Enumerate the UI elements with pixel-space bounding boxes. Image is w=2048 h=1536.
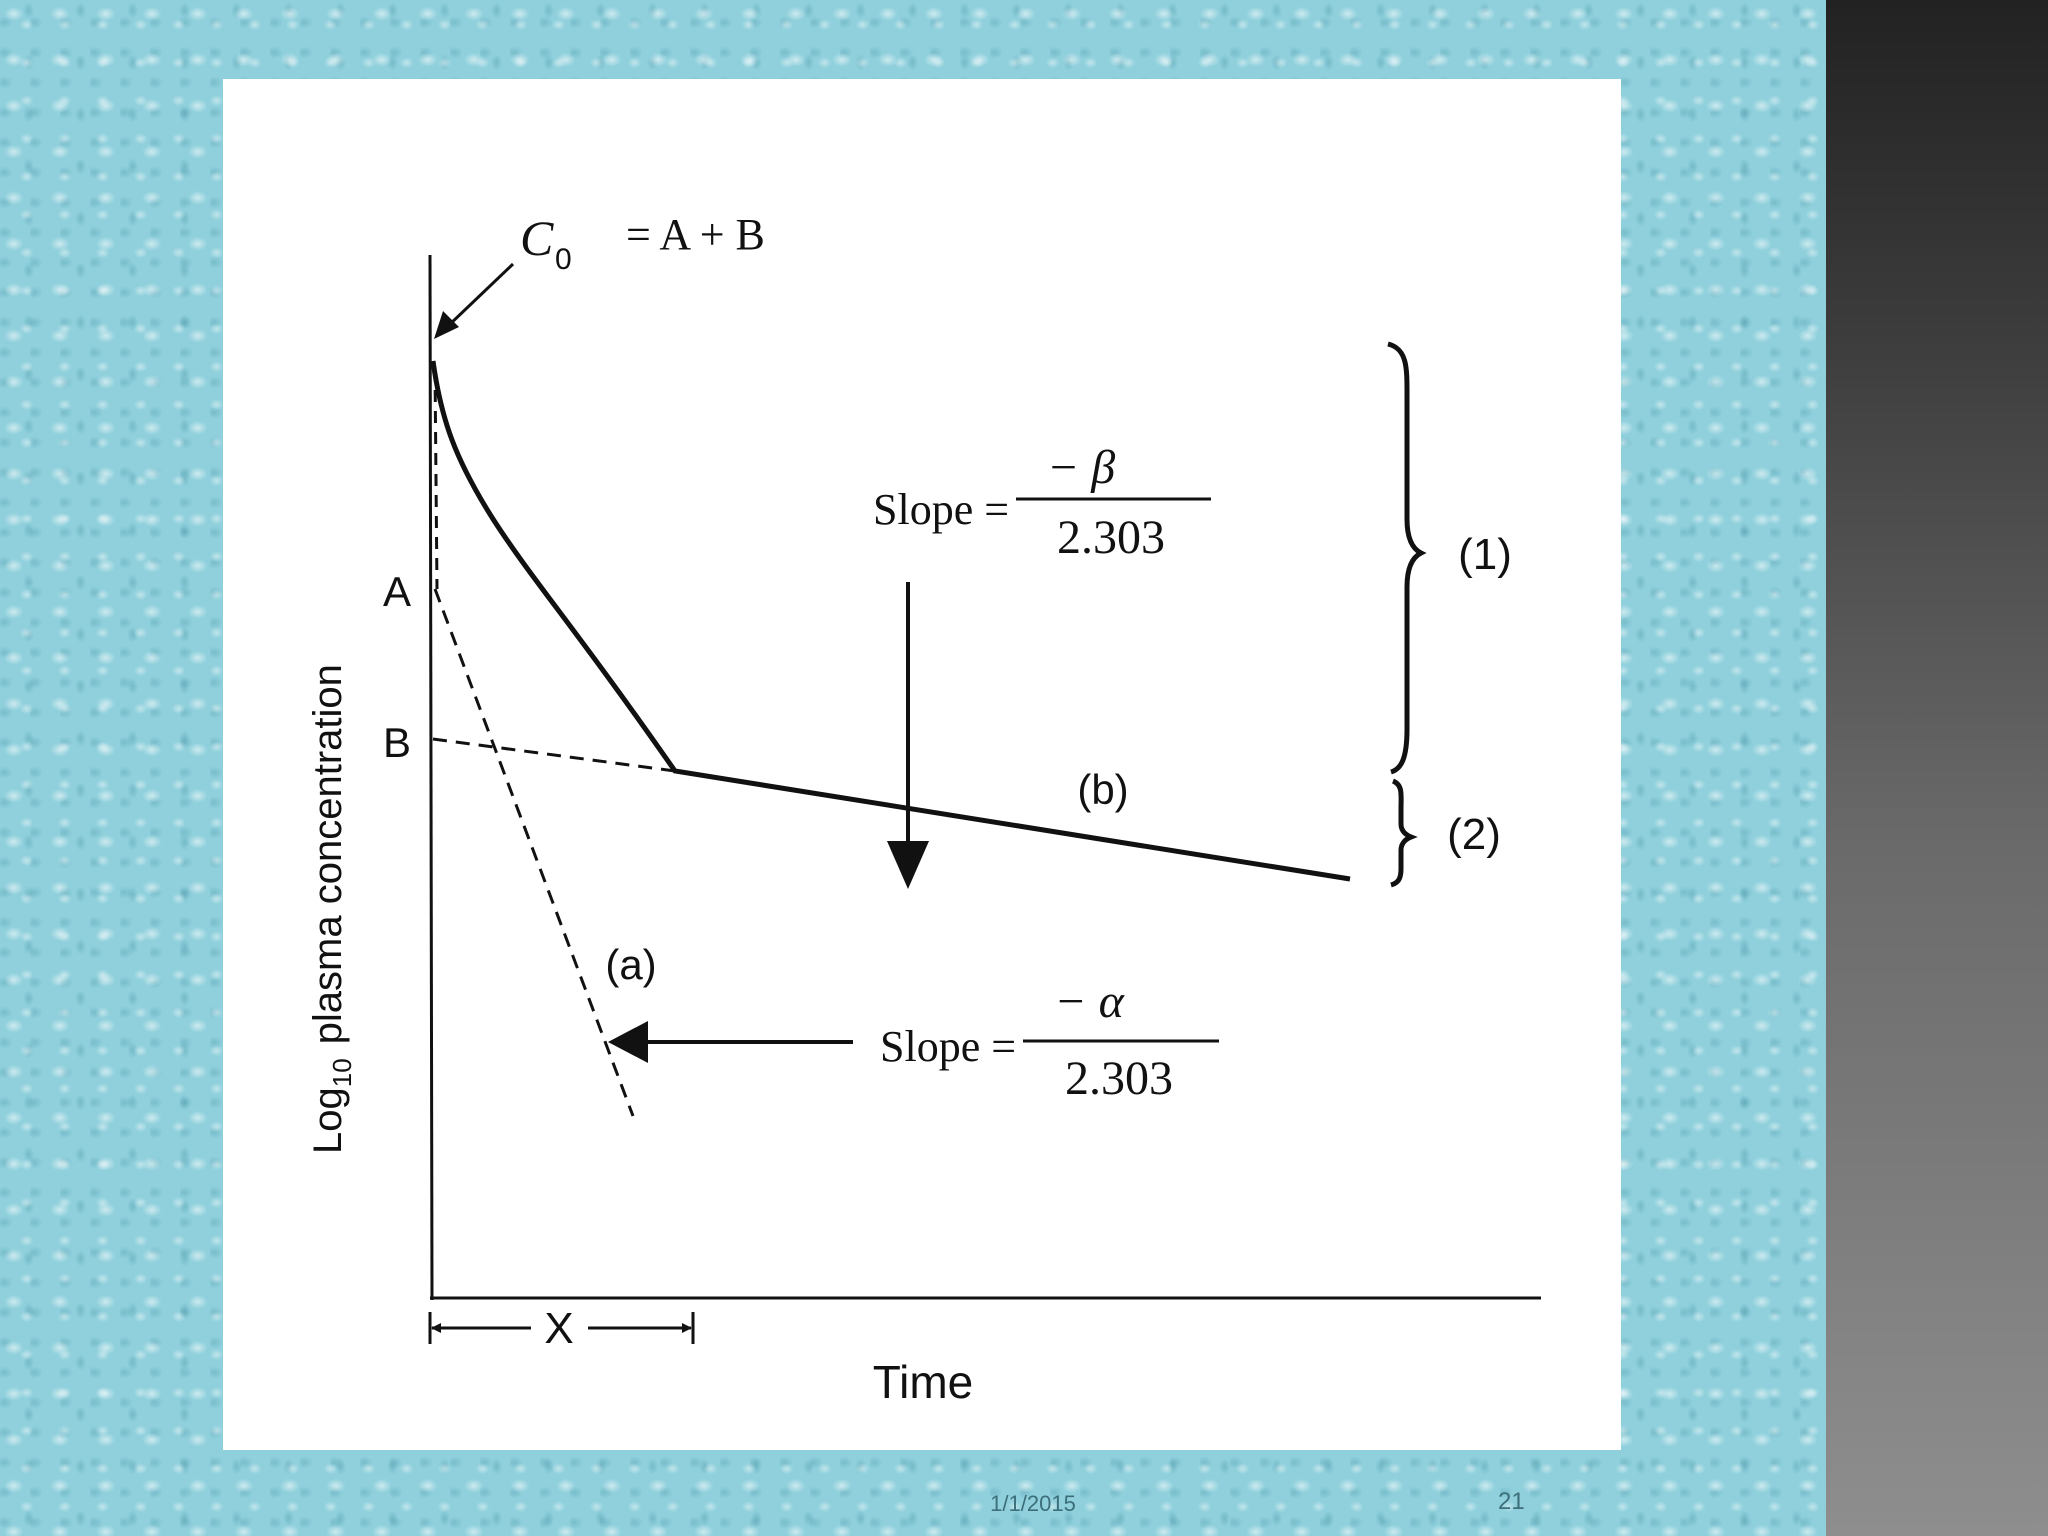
c0-subscript: 0	[555, 243, 572, 276]
c0-to-a-dashed	[433, 368, 439, 590]
residual-line-a	[433, 588, 635, 1117]
interval-label: X	[544, 1304, 573, 1353]
curve-label-a: (a)	[605, 941, 656, 988]
figure-panel: C 0 = A + B A B Log10plasma concentratio…	[223, 79, 1621, 1450]
alpha-slope-denominator: 2.303	[1065, 1052, 1173, 1105]
phase-2-brace	[1390, 778, 1418, 888]
c0-equation: = A + B	[626, 210, 765, 259]
c0-pointer-arrowhead	[434, 311, 459, 339]
alpha-slope-numerator: − α	[1054, 975, 1124, 1028]
x-axis-label: Time	[873, 1356, 974, 1408]
alpha-arrowhead	[608, 1021, 648, 1063]
alpha-slope-prefix: Slope =	[880, 1022, 1016, 1071]
c0-pointer-line	[445, 262, 515, 329]
curve-label-b: (b)	[1077, 766, 1128, 813]
terminal-phase-extrapolation	[432, 737, 676, 773]
phase-1-brace	[1387, 341, 1427, 775]
phase-1-label: (1)	[1458, 530, 1512, 579]
marker-b: B	[383, 719, 411, 766]
y-axis-label: Log10plasma concentration	[306, 664, 357, 1154]
marker-a: A	[383, 568, 411, 615]
beta-slope-prefix: Slope =	[873, 485, 1009, 534]
footer-date: 1/1/2015	[990, 1491, 1076, 1516]
beta-slope-numerator: − β	[1047, 441, 1115, 494]
c0-symbol: C	[520, 210, 554, 266]
y-axis	[428, 254, 434, 1301]
beta-arrowhead	[887, 841, 929, 889]
pharmacokinetic-diagram: C 0 = A + B A B Log10plasma concentratio…	[306, 210, 1541, 1408]
slide-side-bar	[1826, 0, 2048, 1536]
observed-concentration-curve	[430, 360, 1351, 882]
phase-2-label: (2)	[1447, 810, 1501, 859]
page-number: 21	[1498, 1488, 1525, 1515]
beta-slope-denominator: 2.303	[1057, 511, 1165, 564]
